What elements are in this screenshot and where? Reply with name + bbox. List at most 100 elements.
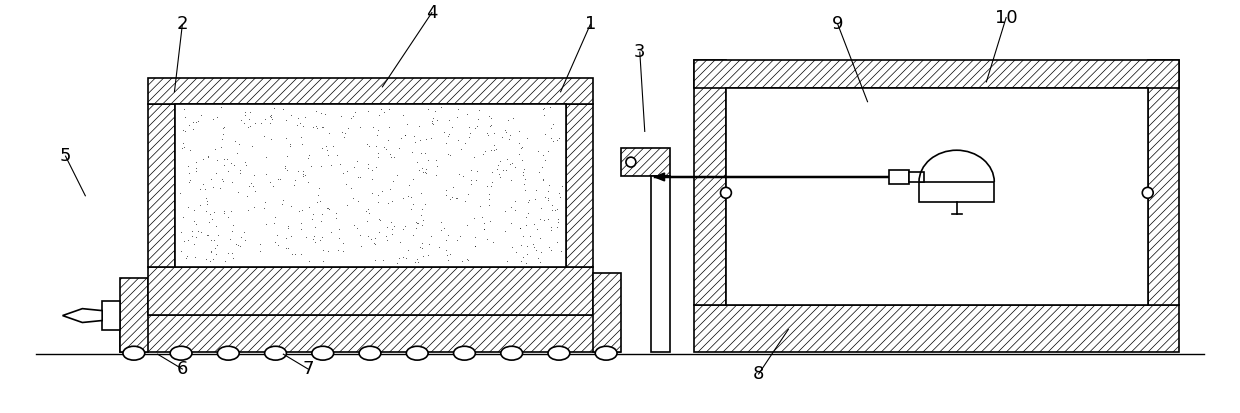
Point <box>460 129 480 136</box>
Point <box>372 256 392 263</box>
Point <box>317 205 337 211</box>
Point <box>412 206 432 212</box>
Point <box>541 125 560 132</box>
Point <box>485 141 505 148</box>
Point <box>531 215 551 222</box>
Point <box>224 162 244 169</box>
Point <box>298 178 317 185</box>
Point <box>324 142 343 149</box>
Point <box>491 158 511 164</box>
Point <box>526 247 546 253</box>
Point <box>422 118 441 124</box>
Bar <box>102 301 120 330</box>
Point <box>490 171 510 178</box>
Point <box>539 244 559 251</box>
Point <box>293 207 312 214</box>
Point <box>219 236 239 242</box>
Point <box>485 130 505 137</box>
Point <box>191 228 211 235</box>
Point <box>309 192 329 198</box>
Point <box>547 224 567 231</box>
Point <box>294 173 314 180</box>
Point <box>403 232 423 238</box>
Point <box>348 197 368 204</box>
Point <box>529 259 549 265</box>
Point <box>231 243 250 249</box>
Point <box>311 218 331 225</box>
Point <box>407 159 427 165</box>
Point <box>372 188 392 195</box>
Point <box>480 202 500 209</box>
Point <box>303 235 322 242</box>
Point <box>412 222 432 228</box>
Point <box>268 242 288 249</box>
Point <box>451 146 471 153</box>
Point <box>197 198 217 205</box>
Point <box>489 162 508 169</box>
Point <box>182 233 202 239</box>
Text: 5: 5 <box>60 147 71 165</box>
Point <box>425 107 445 114</box>
Point <box>357 233 377 240</box>
Point <box>171 229 191 236</box>
Point <box>203 115 223 122</box>
Point <box>451 257 471 264</box>
Point <box>174 214 193 221</box>
Point <box>539 104 559 110</box>
Point <box>378 137 398 143</box>
Point <box>215 156 234 163</box>
Point <box>412 150 432 156</box>
Point <box>179 163 198 169</box>
Point <box>205 208 224 215</box>
Point <box>351 123 371 130</box>
Point <box>427 163 446 170</box>
Point <box>515 181 534 188</box>
Text: 10: 10 <box>994 9 1018 26</box>
Bar <box>889 170 909 184</box>
Point <box>213 178 233 185</box>
Point <box>288 114 308 121</box>
Point <box>402 206 422 213</box>
Point <box>533 151 553 158</box>
Point <box>396 132 415 139</box>
Point <box>532 164 552 171</box>
Point <box>501 176 521 183</box>
Point <box>383 178 403 184</box>
Point <box>264 183 284 190</box>
Text: 6: 6 <box>176 360 188 378</box>
Point <box>549 190 569 196</box>
Point <box>357 206 377 212</box>
Point <box>285 177 305 183</box>
Point <box>404 132 424 139</box>
Text: 9: 9 <box>832 15 843 33</box>
Point <box>409 167 429 173</box>
Point <box>218 214 238 220</box>
Point <box>387 172 407 178</box>
Point <box>186 167 206 174</box>
Point <box>213 208 233 215</box>
Point <box>193 156 213 162</box>
Point <box>529 235 549 241</box>
Point <box>326 210 346 217</box>
Point <box>260 113 280 119</box>
Point <box>358 165 378 171</box>
Point <box>362 175 382 182</box>
Point <box>367 132 387 139</box>
Point <box>370 228 389 235</box>
Point <box>285 251 305 258</box>
Point <box>351 173 371 180</box>
Point <box>465 233 485 240</box>
Bar <box>694 305 1179 352</box>
Point <box>273 105 293 112</box>
Point <box>448 114 467 121</box>
Point <box>465 124 485 131</box>
Point <box>496 228 516 234</box>
Point <box>237 161 257 168</box>
Point <box>374 144 394 150</box>
Point <box>179 237 198 243</box>
Point <box>280 141 300 148</box>
Point <box>458 111 477 118</box>
Point <box>306 125 326 132</box>
Point <box>196 195 216 202</box>
Point <box>236 237 255 244</box>
